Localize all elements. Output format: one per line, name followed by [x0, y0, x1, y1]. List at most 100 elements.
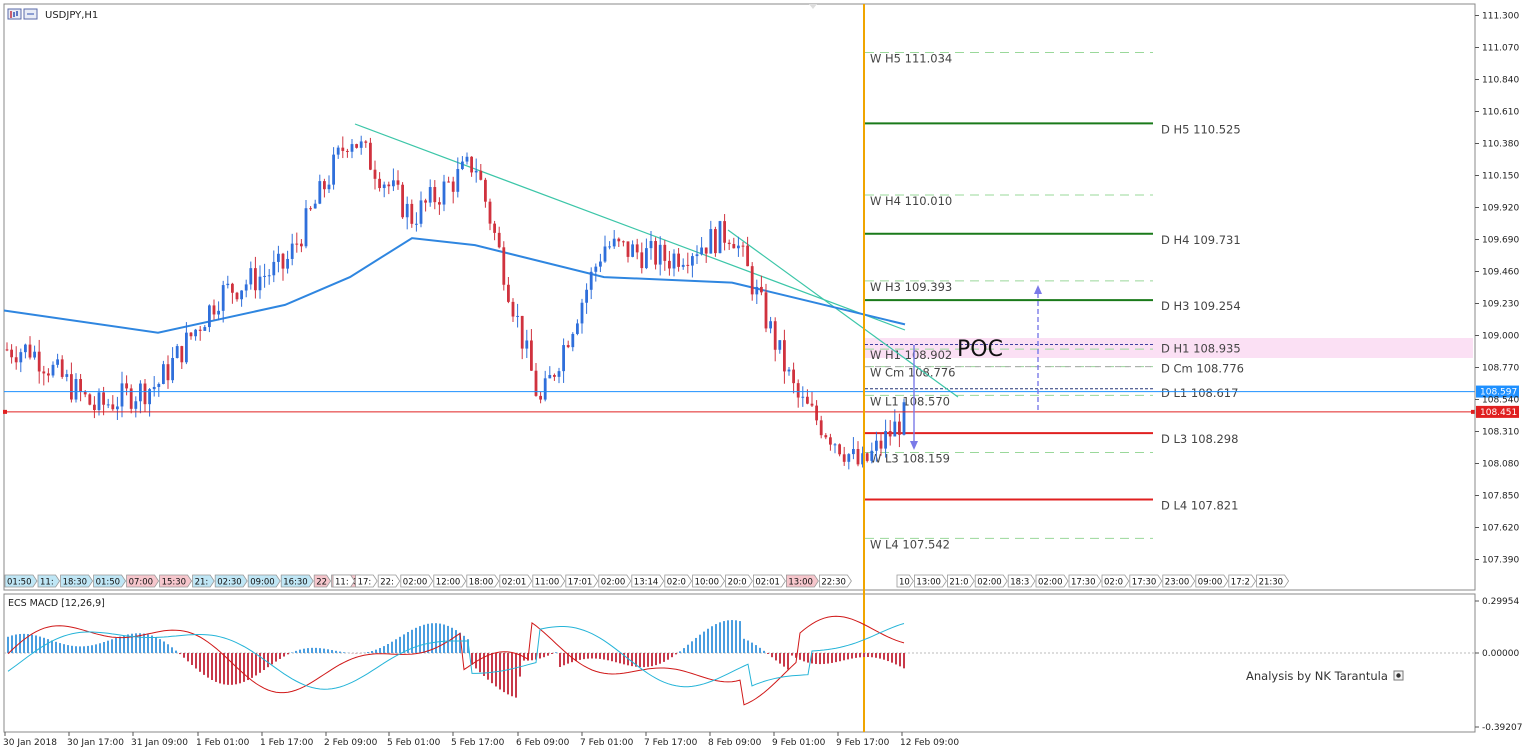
pivot-label: W L4 107.542 [870, 537, 950, 551]
candle-body [484, 179, 487, 202]
candle-body [516, 315, 519, 317]
candle-body [355, 144, 358, 148]
chart-window-icon [7, 8, 38, 20]
ask-marker-right [1471, 409, 1475, 414]
candle-body [691, 256, 694, 266]
candle-body [327, 184, 331, 190]
session-box [499, 574, 533, 588]
candle-body [5, 349, 9, 351]
candle-body [70, 374, 73, 400]
candle-body [249, 268, 253, 285]
session-box [433, 574, 467, 588]
price-pane[interactable] [3, 3, 1476, 591]
session-box [159, 574, 193, 588]
candle-body [576, 323, 579, 334]
session-box [192, 574, 215, 588]
time-tick-label: 8 Feb 09:00 [708, 738, 762, 748]
pivot-label: D H5 110.525 [1161, 122, 1241, 136]
candle-body [612, 238, 616, 247]
candle-body [267, 275, 271, 277]
trendlines[interactable] [354, 123, 959, 398]
candle-body [746, 245, 749, 267]
session-label: 18:3 [1010, 578, 1029, 588]
session-box [725, 574, 753, 588]
price-tick-label: 110.610 [1482, 108, 1519, 118]
price-tick-label: 111.070 [1482, 44, 1519, 54]
pivot-label: D L4 107.821 [1161, 499, 1238, 513]
candle-body [451, 181, 455, 192]
candle-body [415, 223, 418, 225]
candle-body [750, 266, 754, 295]
candle-body [166, 364, 170, 381]
candle-body [829, 437, 832, 445]
candle-body [272, 261, 276, 276]
session-box [1195, 574, 1229, 588]
session-box [947, 574, 975, 588]
candle-body [520, 315, 524, 349]
bid-price-label: 108.597 [1480, 388, 1517, 398]
session-box [664, 574, 693, 588]
price-tick-label: 110.150 [1482, 172, 1519, 182]
candle-body [654, 241, 657, 265]
pivot-label: W H4 110.010 [870, 194, 952, 208]
macd-pane[interactable] [3, 593, 1476, 733]
candle-body [290, 243, 294, 259]
ask-price-label: 108.451 [1480, 408, 1517, 418]
candle-body [732, 244, 736, 249]
candle-body [810, 403, 814, 406]
candle-body [148, 389, 151, 405]
candle-body [152, 386, 156, 390]
session-label: 21: [195, 578, 209, 588]
candle-body [424, 200, 427, 203]
projection-arrows[interactable] [910, 285, 1042, 450]
session-label: 10:00 [695, 578, 720, 588]
candle-body [603, 246, 607, 262]
session-label: 11: [335, 578, 349, 588]
candle-body [700, 247, 703, 255]
candle-body [359, 141, 363, 148]
candle-body [714, 229, 717, 254]
session-box [400, 574, 434, 588]
candle-body [838, 444, 841, 455]
candle-body [369, 142, 372, 170]
session-label: 13:14 [634, 578, 659, 588]
candle-body [465, 156, 469, 162]
candle-body [695, 254, 699, 257]
pivot-label: W L1 108.570 [870, 394, 950, 408]
time-tick-label: 9 Feb 17:00 [836, 738, 890, 748]
session-box [280, 574, 314, 588]
candle-body [396, 180, 400, 185]
time-tick-label: 1 Feb 01:00 [196, 738, 250, 748]
candle-body [626, 241, 630, 257]
price-tick-label: 109.000 [1482, 332, 1519, 342]
session-label: 11:00 [535, 578, 560, 588]
candle-body [566, 345, 570, 348]
candle-body [111, 404, 115, 410]
trendline-major [354, 123, 906, 331]
poc-zone [865, 338, 1473, 358]
candle-body [672, 253, 676, 269]
candle-body [295, 243, 299, 245]
candle-body [760, 286, 763, 293]
price-tick-label: 110.840 [1482, 76, 1519, 86]
candle-body [640, 252, 644, 269]
candle-body [474, 170, 478, 173]
session-label: 15:30 [162, 578, 187, 588]
candle-body [723, 221, 726, 243]
pivot-label: D L3 108.298 [1161, 432, 1238, 446]
session-box [1162, 574, 1196, 588]
pivot-label: D L1 108.617 [1161, 386, 1238, 400]
pivot-label: W H1 108.902 [870, 348, 952, 362]
candle-body [870, 450, 874, 461]
session-box [914, 574, 947, 588]
candle-body [796, 383, 800, 398]
price-tick-label: 108.310 [1482, 428, 1519, 438]
session-label: 22: [380, 578, 394, 588]
chart-shift-marker[interactable] [809, 4, 817, 9]
candle-body [88, 394, 92, 405]
candle-body [815, 405, 818, 421]
up-arrowhead [1034, 285, 1042, 294]
session-label: 11: [40, 578, 54, 588]
candle-body [502, 247, 506, 285]
